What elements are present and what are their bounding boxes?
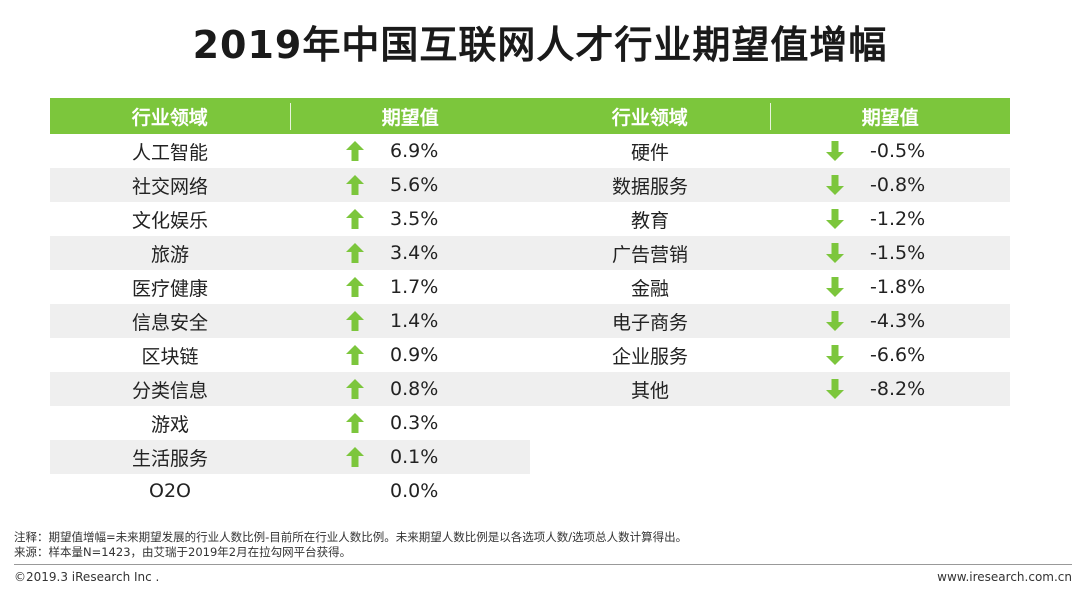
value-cell: -1.5% xyxy=(870,242,926,264)
value-cell: -0.5% xyxy=(870,140,926,162)
page-title: 2019年中国互联网人才行业期望值增幅 xyxy=(192,23,888,67)
table-row: 医疗健康 1.7% xyxy=(50,270,530,304)
arrow-down-icon xyxy=(800,243,870,263)
value-cell: 0.9% xyxy=(390,344,439,366)
table-row: 信息安全 1.4% xyxy=(50,304,530,338)
industry-cell: 区块链 xyxy=(141,345,199,368)
value-cell: -6.6% xyxy=(870,344,926,366)
header-industry: 行业领域 xyxy=(530,102,771,130)
industry-cell: 数据服务 xyxy=(611,175,688,198)
left-table: 行业领域 期望值 人工智能 6.9% 社交网络 5.6% 文化娱乐 3.5% 旅游 3.4% 医… xyxy=(50,98,530,508)
industry-cell: O2O xyxy=(149,480,191,502)
table-row: 硬件 -0.5% xyxy=(530,134,1010,168)
table-row: 教育 -1.2% xyxy=(530,202,1010,236)
value-cell: 3.4% xyxy=(390,242,439,264)
arrow-down-icon xyxy=(800,175,870,195)
table-row: 游戏 0.3% xyxy=(50,406,530,440)
industry-cell: 社交网络 xyxy=(131,175,208,198)
header-expectation: 期望值 xyxy=(381,106,439,129)
value-cell: -8.2% xyxy=(870,378,926,400)
table-row: 旅游 3.4% xyxy=(50,236,530,270)
arrow-up-icon xyxy=(320,413,390,433)
industry-cell: 游戏 xyxy=(150,413,189,436)
industry-cell: 电子商务 xyxy=(611,311,688,334)
footer-divider xyxy=(14,564,1072,565)
industry-cell: 教育 xyxy=(630,209,669,232)
header-expectation: 期望值 xyxy=(861,106,919,129)
value-cell: 5.6% xyxy=(390,174,439,196)
industry-cell: 其他 xyxy=(630,379,669,402)
value-cell: 0.1% xyxy=(390,446,439,468)
industry-cell: 旅游 xyxy=(150,243,189,266)
copyright: ©2019.3 iResearch Inc . xyxy=(14,570,160,584)
arrow-up-icon xyxy=(320,209,390,229)
table-header: 行业领域 期望值 xyxy=(530,98,1010,134)
industry-cell: 文化娱乐 xyxy=(131,209,208,232)
arrow-down-icon xyxy=(800,209,870,229)
industry-cell: 医疗健康 xyxy=(131,277,208,300)
arrow-up-icon xyxy=(320,277,390,297)
arrow-up-icon xyxy=(320,447,390,467)
arrow-down-icon xyxy=(800,277,870,297)
table-header: 行业领域 期望值 xyxy=(50,98,530,134)
table-row: 区块链 0.9% xyxy=(50,338,530,372)
table-row: 企业服务 -6.6% xyxy=(530,338,1010,372)
industry-cell: 分类信息 xyxy=(131,379,208,402)
header-industry: 行业领域 xyxy=(50,102,291,130)
value-cell: 1.7% xyxy=(390,276,439,298)
industry-cell: 广告营销 xyxy=(611,243,688,266)
industry-cell: 金融 xyxy=(630,277,669,300)
table-row: 其他 -8.2% xyxy=(530,372,1010,406)
source-text: 来源：样本量N=1423，由艾瑞于2019年2月在拉勾网平台获得。 xyxy=(14,545,352,559)
industry-cell: 生活服务 xyxy=(131,447,208,470)
value-cell: 3.5% xyxy=(390,208,439,230)
value-cell: 0.0% xyxy=(390,480,439,502)
value-cell: -1.8% xyxy=(870,276,926,298)
note-text: 注释：期望值增幅=未来期望发展的行业人数比例-目前所在行业人数比例。未来期望人数… xyxy=(14,530,688,544)
table-row: 分类信息 0.8% xyxy=(50,372,530,406)
industry-cell: 硬件 xyxy=(630,141,669,164)
value-cell: -1.2% xyxy=(870,208,926,230)
arrow-down-icon xyxy=(800,141,870,161)
arrow-up-icon xyxy=(320,243,390,263)
website: www.iresearch.com.cn xyxy=(937,570,1072,584)
arrow-up-icon xyxy=(320,379,390,399)
table-row: 社交网络 5.6% xyxy=(50,168,530,202)
value-cell: 6.9% xyxy=(390,140,439,162)
table-row: 金融 -1.8% xyxy=(530,270,1010,304)
value-cell: -4.3% xyxy=(870,310,926,332)
arrow-down-icon xyxy=(800,311,870,331)
table-row: 人工智能 6.9% xyxy=(50,134,530,168)
value-cell: 1.4% xyxy=(390,310,439,332)
table-row: 数据服务 -0.8% xyxy=(530,168,1010,202)
table-row: O2O 0.0% xyxy=(50,474,530,508)
arrow-up-icon xyxy=(320,175,390,195)
notes: 注释：期望值增幅=未来期望发展的行业人数比例-目前所在行业人数比例。未来期望人数… xyxy=(14,530,687,560)
arrow-up-icon xyxy=(320,345,390,365)
value-cell: 0.3% xyxy=(390,412,439,434)
industry-cell: 信息安全 xyxy=(131,311,208,334)
table-row: 广告营销 -1.5% xyxy=(530,236,1010,270)
arrow-up-icon xyxy=(320,141,390,161)
value-cell: 0.8% xyxy=(390,378,439,400)
table-row: 生活服务 0.1% xyxy=(50,440,530,474)
right-table: 行业领域 期望值 硬件 -0.5% 数据服务 -0.8% 教育 -1.2% 广告营销 -1.5… xyxy=(530,98,1010,406)
arrow-down-icon xyxy=(800,379,870,399)
table-row: 文化娱乐 3.5% xyxy=(50,202,530,236)
table-row: 电子商务 -4.3% xyxy=(530,304,1010,338)
industry-cell: 人工智能 xyxy=(131,141,208,164)
industry-cell: 企业服务 xyxy=(611,345,688,368)
arrow-down-icon xyxy=(800,345,870,365)
arrow-up-icon xyxy=(320,311,390,331)
value-cell: -0.8% xyxy=(870,174,926,196)
